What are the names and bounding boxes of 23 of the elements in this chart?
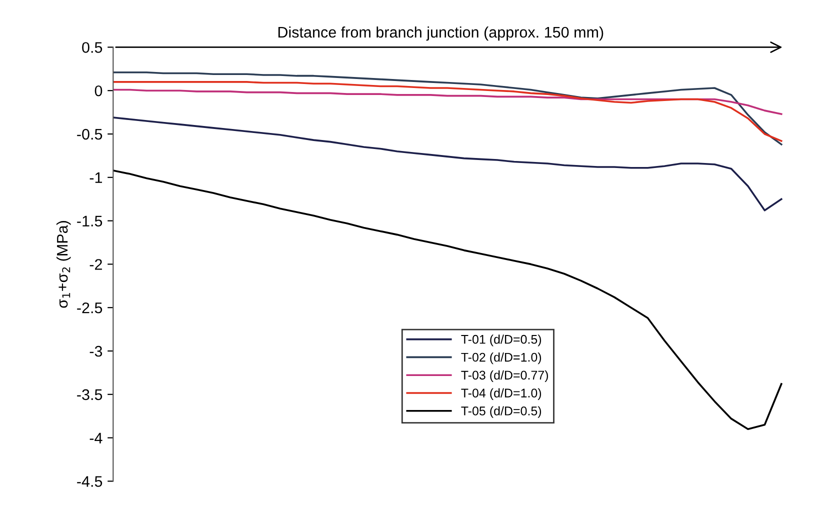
y-tick-label: -0.5 [77, 128, 102, 140]
y-tick-label: -4 [90, 432, 102, 444]
y-tick-label: -2.5 [77, 302, 102, 314]
y-tick-label: -2 [90, 259, 102, 270]
line-series [113, 81, 782, 142]
legend-label: T-01 (d/D=0.5) [461, 334, 542, 346]
y-tick-label: 0.5 [82, 42, 102, 53]
legend-label: T-02 (d/D=1.0) [461, 352, 542, 364]
y-tick-label: -1.5 [77, 216, 102, 226]
y-axis-title: σ$_{1}$+σ$_{2}$ (MPa) [56, 221, 71, 308]
y-tick-label: -3 [90, 346, 102, 357]
line-series [113, 116, 782, 212]
legend-label: T-04 (d/D=1.0) [461, 388, 542, 400]
line-series [113, 71, 782, 146]
line-series [113, 88, 782, 115]
y-tick-label: -3.5 [77, 389, 102, 400]
text: Distance from branch junction (approx. 150 mm) [278, 26, 604, 41]
legend-label: T-05 (d/D=0.5) [461, 406, 542, 418]
legend-label: T-03 (d/D=0.77) [461, 370, 548, 382]
y-tick-label: 0 [94, 85, 102, 96]
y-tick-label: -1 [90, 172, 102, 183]
y-tick-label: -4.5 [77, 476, 102, 487]
line-series [113, 170, 782, 430]
